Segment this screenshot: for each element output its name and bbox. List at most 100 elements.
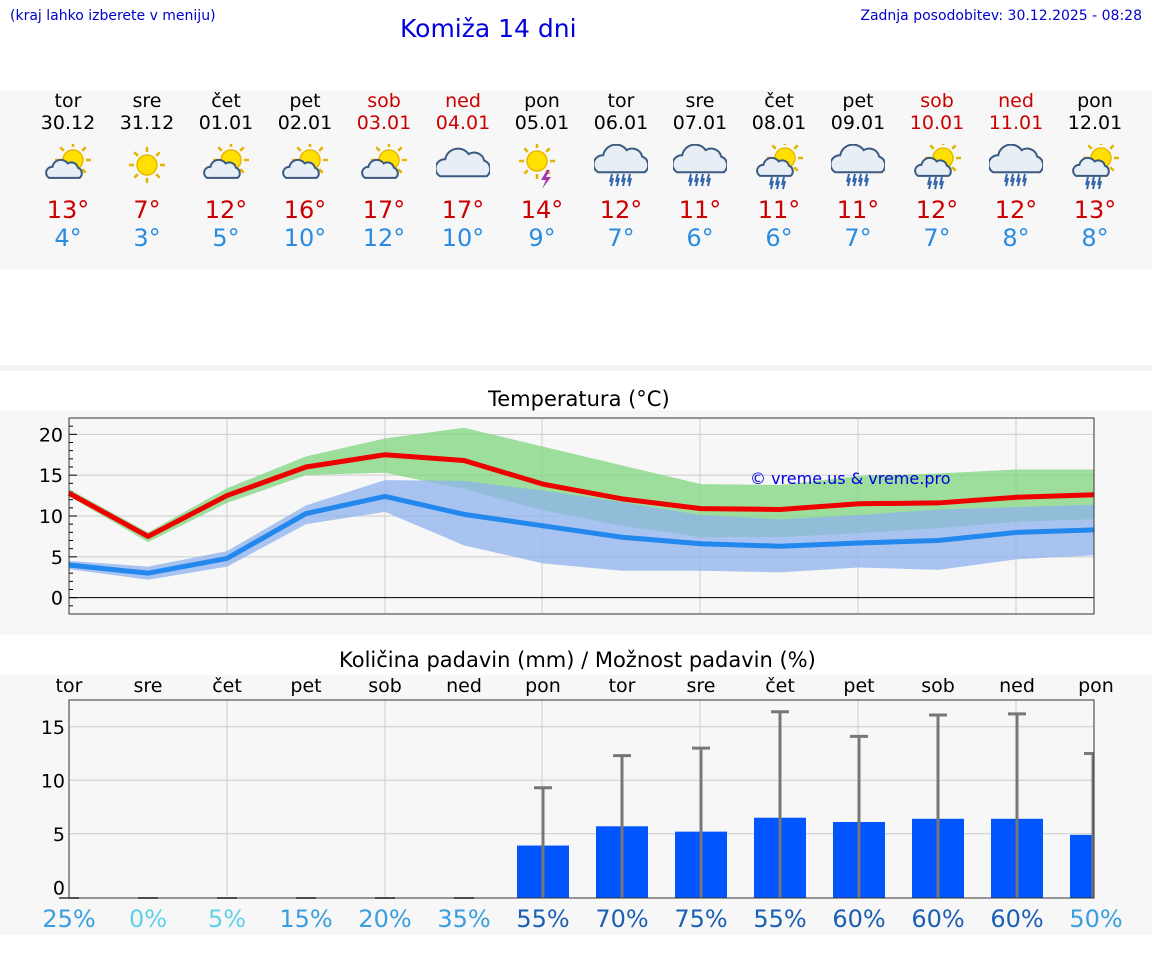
temp-max: 12° xyxy=(204,196,248,224)
precipitation-chart-title: Količina padavin (mm) / Možnost padavin … xyxy=(339,648,816,672)
precip-probability: 5% xyxy=(208,905,246,933)
day-column: sob 03.01 17° 12° xyxy=(344,90,424,252)
precip-probability: 15% xyxy=(279,905,332,933)
day-date: 31.12 xyxy=(119,112,175,134)
temp-max: 12° xyxy=(994,196,1038,224)
precip-day-label: ned xyxy=(999,675,1035,697)
day-name: čet xyxy=(211,90,241,112)
temp-min: 8° xyxy=(1002,224,1030,252)
day-column: tor 06.01 12° 7° xyxy=(581,90,661,252)
rain-icon xyxy=(989,144,1043,187)
precip-day-label: pet xyxy=(290,675,321,697)
precip-plot-frame xyxy=(68,699,1095,899)
partly-cloudy-icon xyxy=(45,144,91,179)
precip-day-label: sre xyxy=(687,675,716,697)
y-tick-label: 5 xyxy=(53,824,65,846)
y-tick-label: 10 xyxy=(39,506,63,528)
temp-min: 3° xyxy=(133,224,161,252)
day-date: 06.01 xyxy=(593,112,649,134)
temp-max: 17° xyxy=(441,196,485,224)
day-date: 04.01 xyxy=(435,112,491,134)
day-name: čet xyxy=(764,90,794,112)
day-column: sre 31.12 7° 3° xyxy=(107,90,187,252)
y-tick-label: 20 xyxy=(39,424,63,446)
precip-day-label: pet xyxy=(843,675,874,697)
day-date: 07.01 xyxy=(672,112,728,134)
day-name: tor xyxy=(607,90,635,112)
day-column: ned 11.01 12° 8° xyxy=(976,90,1056,252)
temp-max: 14° xyxy=(520,196,564,224)
precip-day-label: sob xyxy=(368,675,402,697)
precip-day-label: ned xyxy=(446,675,482,697)
precip-day-label: tor xyxy=(56,675,83,697)
day-column: čet 08.01 11° 6° xyxy=(739,90,819,252)
max-range-band xyxy=(69,427,1094,543)
y-tick-label: 15 xyxy=(39,465,63,487)
precip-probability: 20% xyxy=(358,905,411,933)
last-update: Zadnja posodobitev: 30.12.2025 - 08:28 xyxy=(860,8,1142,24)
precip-day-label: čet xyxy=(212,675,242,697)
precip-probability: 60% xyxy=(832,905,885,933)
day-name: ned xyxy=(445,90,481,112)
day-date: 10.01 xyxy=(909,112,965,134)
min-temperature-line xyxy=(68,493,1095,576)
day-column: pon 12.01 13° 8° xyxy=(1055,90,1135,252)
partly-cloudy-icon xyxy=(361,144,407,179)
precip-probability: 70% xyxy=(595,905,648,933)
temp-max: 17° xyxy=(362,196,406,224)
temp-min: 7° xyxy=(923,224,951,252)
day-date: 12.01 xyxy=(1067,112,1123,134)
precip-day-label: pon xyxy=(525,675,561,697)
temp-max: 12° xyxy=(599,196,643,224)
temp-min: 7° xyxy=(844,224,872,252)
day-name: pet xyxy=(289,90,321,112)
day-name: ned xyxy=(998,90,1034,112)
precip-day-label: pon xyxy=(1078,675,1114,697)
rain-icon xyxy=(831,144,885,187)
day-column: pon 05.01 14° 9° xyxy=(502,90,582,252)
page-title: Komiža 14 dni xyxy=(400,14,577,43)
temp-max: 16° xyxy=(283,196,327,224)
temp-max: 12° xyxy=(915,196,959,224)
day-name: sre xyxy=(685,90,715,112)
day-column: pet 02.01 16° 10° xyxy=(265,90,345,252)
precip-probability: 55% xyxy=(516,905,569,933)
y-tick-label: 0 xyxy=(51,588,63,610)
precip-probability: 75% xyxy=(674,905,727,933)
day-column: sre 07.01 11° 6° xyxy=(660,90,740,252)
y-tick-label: 0 xyxy=(53,877,65,899)
day-name: pet xyxy=(842,90,874,112)
temp-max: 13° xyxy=(46,196,90,224)
separator xyxy=(0,365,1152,371)
y-tick-label: 5 xyxy=(51,547,63,569)
temp-min: 6° xyxy=(765,224,793,252)
day-date: 01.01 xyxy=(198,112,254,134)
precip-probability: 55% xyxy=(753,905,806,933)
watermark: © vreme.us & vreme.pro xyxy=(750,469,951,488)
day-name: pon xyxy=(1077,90,1113,112)
temp-max: 11° xyxy=(836,196,880,224)
temp-min: 8° xyxy=(1081,224,1109,252)
day-date: 05.01 xyxy=(514,112,570,134)
day-name: sob xyxy=(367,90,401,112)
day-date: 08.01 xyxy=(751,112,807,134)
temp-max: 7° xyxy=(133,196,161,224)
day-column: pet 09.01 11° 7° xyxy=(818,90,898,252)
max-temperature-line xyxy=(67,452,1095,539)
day-date: 11.01 xyxy=(988,112,1044,134)
temp-min: 7° xyxy=(607,224,635,252)
sun-thunder-icon xyxy=(519,144,555,189)
rain-icon xyxy=(594,144,648,187)
day-column: ned 04.01 17° 10° xyxy=(423,90,503,252)
partly-cloudy-icon xyxy=(282,144,328,179)
location-hint-link[interactable]: (kraj lahko izberete v meniju) xyxy=(10,8,216,24)
sun-rain-icon xyxy=(756,144,803,190)
day-name: sre xyxy=(132,90,162,112)
day-date: 02.01 xyxy=(277,112,333,134)
temp-max: 11° xyxy=(757,196,801,224)
y-tick-label: 10 xyxy=(41,770,65,792)
day-column: čet 01.01 12° 5° xyxy=(186,90,266,252)
precip-day-label: sre xyxy=(134,675,163,697)
day-date: 30.12 xyxy=(40,112,96,134)
